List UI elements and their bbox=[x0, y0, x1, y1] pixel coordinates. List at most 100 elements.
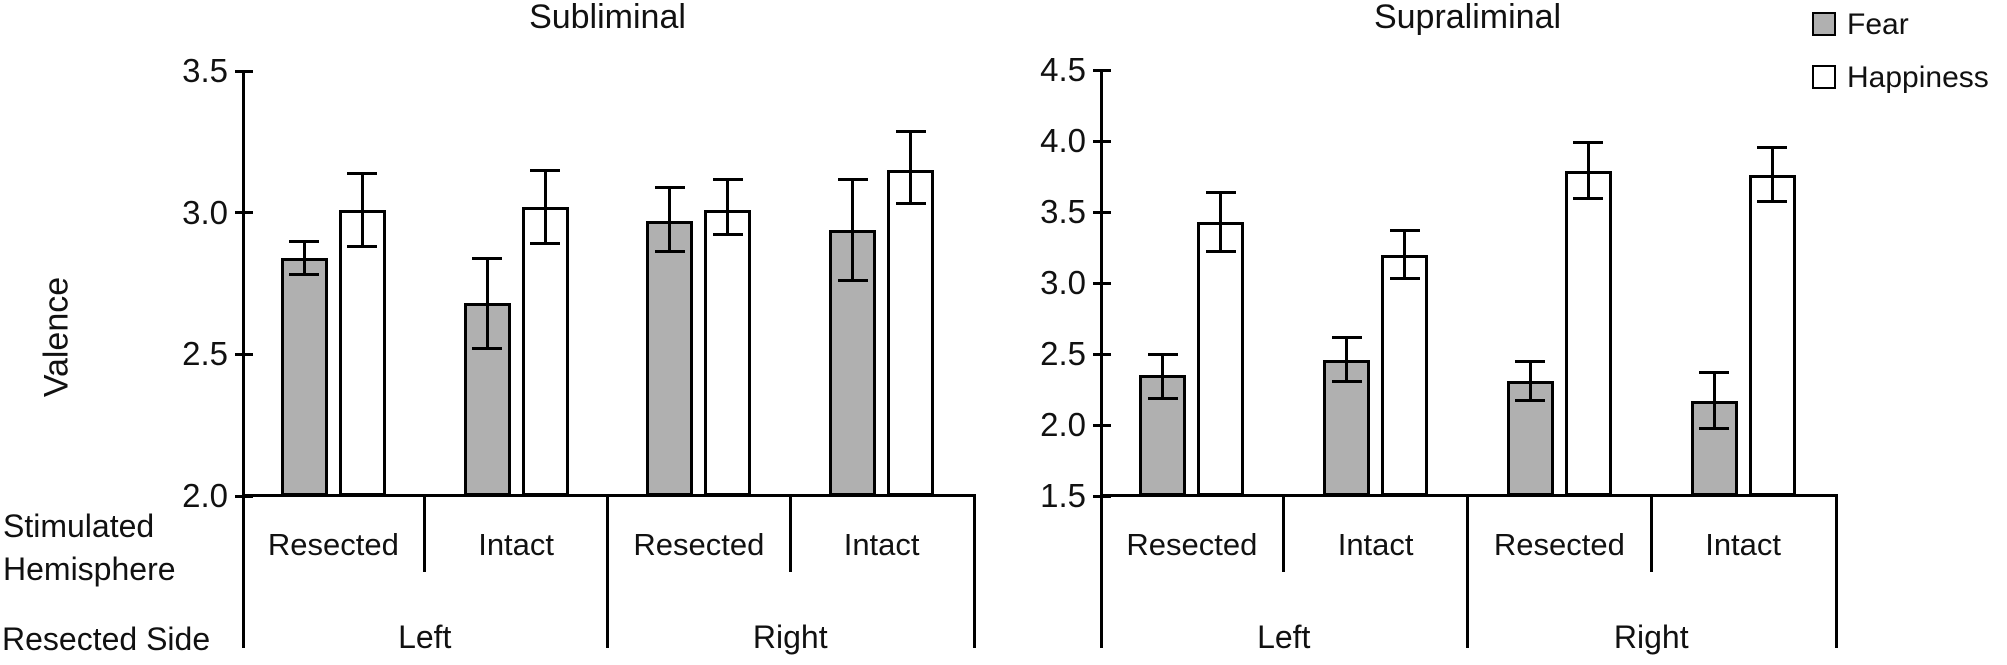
error-bar-line bbox=[1528, 361, 1532, 401]
error-bar-line bbox=[851, 178, 855, 281]
error-bar-line bbox=[360, 173, 364, 247]
subgroup-divider bbox=[1282, 496, 1286, 572]
error-bar-line bbox=[1345, 336, 1349, 383]
error-bar-cap-bottom bbox=[1699, 427, 1730, 431]
y-tick-label: 2.5 bbox=[182, 335, 228, 373]
x-axis-line bbox=[242, 494, 976, 497]
y-tick bbox=[1093, 423, 1111, 427]
error-bar-cap-bottom bbox=[654, 250, 685, 254]
y-tick-label: 3.5 bbox=[182, 52, 228, 89]
bar-fear bbox=[1139, 375, 1187, 496]
y-axis-line bbox=[1100, 70, 1103, 648]
y-tick-label: 3.0 bbox=[182, 193, 228, 231]
error-bar-cap-top bbox=[654, 186, 685, 190]
bar-happiness bbox=[1748, 175, 1796, 496]
row-header-hemisphere: Hemisphere bbox=[3, 551, 176, 587]
bar-happiness bbox=[521, 207, 569, 496]
error-bar-cap-top bbox=[472, 257, 503, 260]
error-bar-cap-bottom bbox=[895, 202, 926, 206]
panel-title: Subliminal bbox=[529, 0, 686, 36]
legend-swatch-fear bbox=[1812, 12, 1836, 36]
y-tick bbox=[1093, 68, 1111, 72]
y-tick-label: 3.5 bbox=[1040, 193, 1086, 230]
subgroup-label: Resected bbox=[633, 527, 765, 562]
error-bar-cap-top bbox=[347, 172, 378, 175]
y-tick-label: 4.0 bbox=[1040, 122, 1086, 159]
group-label: Right bbox=[752, 618, 828, 655]
error-bar-line bbox=[1712, 372, 1716, 430]
error-bar-cap-bottom bbox=[289, 273, 320, 276]
error-bar-cap-top bbox=[530, 169, 561, 173]
y-tick-label: 3.0 bbox=[1040, 264, 1086, 301]
bar-fear bbox=[646, 221, 694, 496]
error-bar-cap-top bbox=[712, 177, 743, 181]
error-bar-cap-top bbox=[1147, 353, 1178, 356]
error-bar-line bbox=[302, 241, 306, 275]
error-bar-cap-bottom bbox=[472, 346, 503, 350]
legend-swatch-happiness bbox=[1812, 65, 1836, 89]
bar-fear bbox=[280, 258, 328, 496]
bar-happiness bbox=[1381, 254, 1429, 496]
error-bar-cap-bottom bbox=[1515, 398, 1546, 402]
bar-happiness bbox=[704, 209, 752, 496]
error-bar-cap-top bbox=[837, 177, 868, 181]
error-bar-line bbox=[726, 178, 730, 236]
error-bar-cap-bottom bbox=[1573, 197, 1604, 201]
error-bar-cap-bottom bbox=[837, 278, 868, 282]
bar-happiness bbox=[1564, 170, 1612, 496]
y-axis-title: Valence bbox=[37, 276, 76, 398]
error-bar-cap-bottom bbox=[712, 233, 743, 237]
error-bar-cap-bottom bbox=[1147, 397, 1178, 401]
error-bar-cap-bottom bbox=[1389, 276, 1420, 280]
error-bar-line bbox=[1403, 230, 1407, 279]
group-label: Left bbox=[398, 618, 452, 655]
error-bar-cap-bottom bbox=[1757, 200, 1788, 204]
y-tick bbox=[235, 69, 253, 73]
y-tick bbox=[235, 352, 253, 356]
legend-label-happiness: Happiness bbox=[1847, 61, 1989, 94]
y-tick-label: 2.0 bbox=[1040, 406, 1086, 443]
error-bar-line bbox=[485, 258, 489, 349]
error-bar-line bbox=[1770, 146, 1774, 203]
error-bar-cap-top bbox=[1205, 191, 1236, 195]
y-tick bbox=[1093, 139, 1111, 143]
panel-right-edge bbox=[973, 496, 976, 648]
panel-right-edge bbox=[1835, 496, 1838, 648]
group-divider bbox=[1466, 496, 1469, 648]
error-bar-cap-top bbox=[1331, 335, 1362, 339]
row-header-resected-side: Resected Side bbox=[2, 621, 211, 657]
error-bar-cap-bottom bbox=[1331, 380, 1362, 384]
panel-title: Supraliminal bbox=[1373, 0, 1562, 36]
error-bar-cap-bottom bbox=[1205, 249, 1236, 253]
y-tick bbox=[1093, 210, 1111, 214]
error-bar-line bbox=[668, 187, 672, 253]
subgroup-label: Resected bbox=[267, 527, 399, 562]
y-tick-label: 1.5 bbox=[1040, 477, 1086, 514]
error-bar-cap-bottom bbox=[530, 241, 561, 245]
group-divider bbox=[606, 496, 609, 648]
error-bar-line bbox=[1586, 142, 1590, 200]
error-bar-cap-top bbox=[895, 129, 926, 133]
error-bar-line bbox=[909, 130, 913, 205]
group-label: Left bbox=[1257, 618, 1311, 655]
group-label: Right bbox=[1613, 618, 1689, 655]
subgroup-label: Resected bbox=[1493, 527, 1625, 562]
error-bar-cap-top bbox=[1699, 371, 1730, 375]
subgroup-label: Resected bbox=[1126, 527, 1258, 562]
subgroup-label: Intact bbox=[843, 527, 920, 562]
y-tick bbox=[235, 211, 253, 215]
y-axis-line bbox=[242, 71, 245, 648]
bar-happiness bbox=[887, 170, 935, 496]
error-bar-cap-top bbox=[1573, 141, 1604, 145]
error-bar-cap-top bbox=[1757, 145, 1788, 149]
error-bar-line bbox=[543, 170, 547, 244]
legend-label-fear: Fear bbox=[1847, 8, 1909, 41]
subgroup-label: Intact bbox=[1705, 527, 1782, 562]
error-bar-cap-top bbox=[289, 240, 320, 243]
bar-fear bbox=[463, 303, 511, 496]
y-tick-label: 2.5 bbox=[1040, 335, 1086, 372]
subgroup-divider bbox=[788, 496, 792, 572]
bar-happiness bbox=[1197, 221, 1245, 496]
error-bar-cap-top bbox=[1515, 360, 1546, 364]
